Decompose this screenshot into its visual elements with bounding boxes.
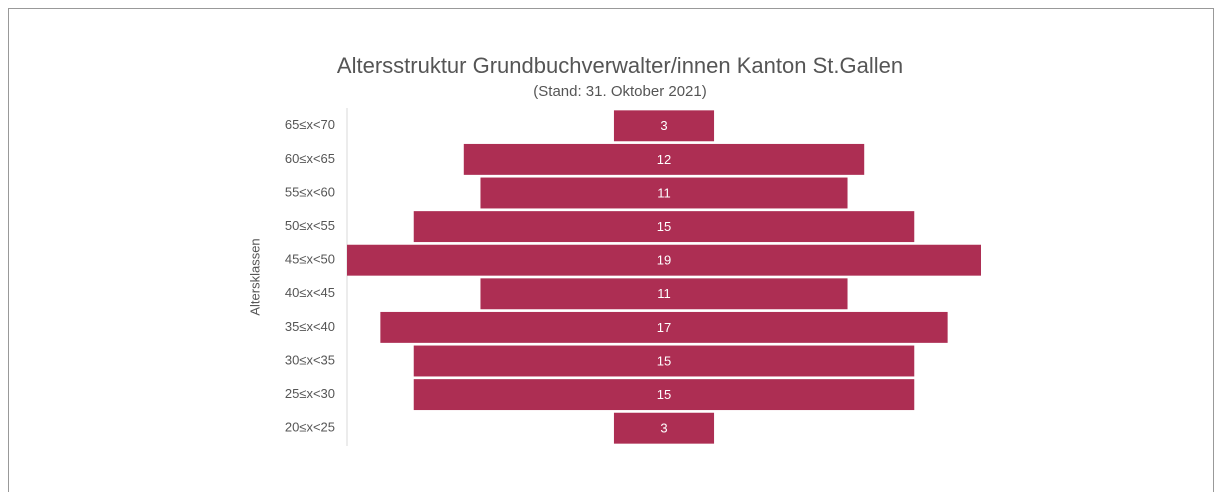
- bar: [347, 244, 981, 276]
- bar: [480, 278, 848, 310]
- y-tick-label: 45≤x<50: [285, 252, 335, 267]
- value-label: 19: [657, 253, 671, 268]
- value-label: 15: [657, 387, 671, 402]
- bar: [413, 379, 915, 411]
- value-label: 17: [657, 320, 671, 335]
- value-label: 11: [657, 185, 671, 200]
- value-label: 3: [660, 421, 667, 436]
- value-label: 3: [660, 118, 667, 133]
- bar: [463, 143, 865, 175]
- y-tick-label: 25≤x<30: [285, 386, 335, 401]
- chart-subtitle: (Stand: 31. Oktober 2021): [533, 83, 706, 100]
- bar: [413, 211, 915, 243]
- y-tick-label: 35≤x<40: [285, 319, 335, 334]
- y-tick-label: 55≤x<60: [285, 184, 335, 199]
- chart-frame: [8, 8, 1214, 497]
- y-tick-label: 30≤x<35: [285, 352, 335, 367]
- value-label: 11: [657, 286, 671, 301]
- y-tick-label: 65≤x<70: [285, 117, 335, 132]
- value-label: 12: [657, 152, 671, 167]
- bar: [613, 412, 715, 444]
- value-label: 15: [657, 353, 671, 368]
- bar: [413, 345, 915, 377]
- chart-title: Altersstruktur Grundbuchverwalter/innen …: [337, 53, 903, 78]
- y-tick-label: 60≤x<65: [285, 151, 335, 166]
- y-tick-label: 20≤x<25: [285, 420, 335, 435]
- y-axis-label: Altersklassen: [247, 238, 262, 315]
- y-tick-label: 50≤x<55: [285, 218, 335, 233]
- bar: [480, 177, 848, 209]
- value-label: 15: [657, 219, 671, 234]
- bar: [613, 110, 715, 142]
- y-tick-label: 40≤x<45: [285, 285, 335, 300]
- bar: [380, 311, 948, 343]
